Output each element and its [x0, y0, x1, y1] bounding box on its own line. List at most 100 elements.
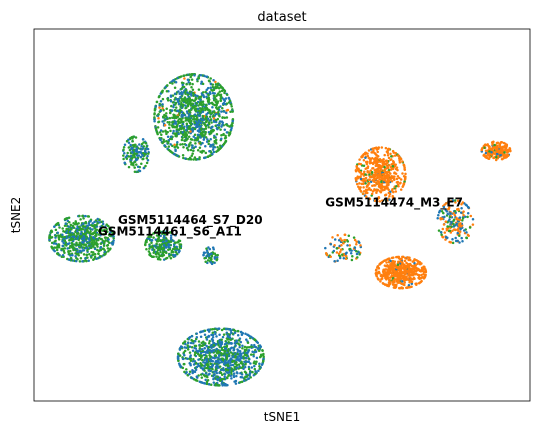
scatter-point [95, 257, 98, 260]
scatter-point [451, 241, 455, 245]
scatter-point [165, 230, 168, 233]
scatter-point [66, 257, 69, 261]
scatter-point [185, 346, 188, 349]
scatter-point [155, 251, 159, 254]
scatter-point [157, 237, 160, 241]
scatter-point [241, 365, 245, 368]
scatter-point [212, 343, 216, 347]
scatter-point [214, 354, 217, 357]
scatter-point [199, 124, 203, 128]
scatter-point [208, 111, 211, 114]
scatter-point [68, 258, 71, 261]
scatter-point [171, 120, 175, 124]
scatter-point [164, 245, 168, 249]
scatter-point [228, 336, 232, 340]
scatter-point [443, 231, 447, 234]
scatter-point [182, 357, 185, 361]
scatter-point [197, 119, 201, 123]
scatter-point [71, 238, 75, 241]
scatter-point [208, 349, 212, 352]
scatter-point [67, 252, 71, 256]
scatter-point [155, 131, 159, 134]
scatter-point [230, 342, 233, 345]
scatter-point [373, 151, 376, 155]
scatter-point [227, 340, 230, 344]
scatter-point [458, 230, 462, 233]
scatter-point [190, 138, 194, 141]
scatter-point [220, 89, 224, 93]
scatter-point [209, 82, 213, 86]
scatter-point [55, 248, 59, 252]
scatter-point [173, 92, 177, 96]
scatter-point [336, 234, 339, 237]
scatter-point [351, 255, 354, 258]
scatter-point [71, 253, 74, 257]
scatter-point [207, 125, 210, 129]
scatter-point [181, 83, 184, 87]
scatter-point [112, 235, 115, 238]
scatter-point [197, 88, 201, 91]
scatter-point [390, 176, 394, 180]
scatter-point [463, 215, 467, 219]
scatter-point [217, 110, 220, 113]
scatter-point [228, 359, 231, 362]
scatter-point [402, 264, 406, 267]
scatter-point [182, 145, 185, 149]
scatter-point [359, 244, 362, 247]
scatter-point [106, 247, 110, 250]
scatter-point [390, 271, 394, 275]
scatter-point [69, 256, 73, 260]
scatter-point [483, 154, 487, 158]
scatter-point [157, 116, 160, 120]
scatter-point [383, 193, 387, 197]
scatter-point [189, 359, 193, 363]
scatter-point [388, 276, 392, 279]
scatter-point [218, 340, 221, 343]
scatter-point [188, 156, 192, 159]
scatter-point [83, 225, 87, 228]
scatter-point [370, 151, 373, 154]
scatter-point [401, 262, 404, 266]
scatter-point [355, 240, 358, 243]
scatter-point [224, 367, 228, 371]
scatter-point [446, 212, 450, 216]
scatter-point [221, 102, 225, 106]
scatter-point [213, 136, 216, 139]
scatter-point [183, 340, 187, 343]
scatter-point [193, 108, 197, 112]
scatter-point [193, 156, 197, 159]
scatter-point [195, 101, 199, 105]
scatter-point [399, 181, 402, 184]
scatter-point [207, 369, 210, 372]
scatter-point [364, 182, 367, 185]
scatter-point [179, 126, 182, 130]
scatter-point [387, 170, 391, 174]
scatter-point [205, 103, 208, 107]
scatter-point [176, 355, 180, 358]
scatter-point [188, 73, 192, 76]
scatter-point [396, 263, 400, 267]
scatter-point [450, 220, 453, 224]
scatter-point [188, 361, 191, 365]
scatter-point [99, 228, 103, 231]
scatter-point [218, 365, 222, 368]
scatter-point [493, 143, 496, 147]
scatter-point [229, 361, 232, 365]
scatter-point [222, 98, 226, 101]
scatter-point [243, 377, 246, 380]
scatter-point [243, 360, 246, 364]
scatter-point [236, 329, 240, 333]
scatter-point [50, 229, 53, 233]
scatter-point [90, 241, 94, 244]
scatter-point [178, 75, 181, 79]
scatter-point [200, 381, 203, 384]
scatter-point [389, 152, 392, 156]
scatter-point [189, 148, 193, 152]
scatter-point [74, 244, 78, 247]
scatter-point [193, 113, 197, 116]
scatter-point [137, 169, 141, 172]
scatter-point [257, 349, 261, 353]
scatter-point [352, 236, 356, 239]
scatter-point [225, 131, 229, 134]
